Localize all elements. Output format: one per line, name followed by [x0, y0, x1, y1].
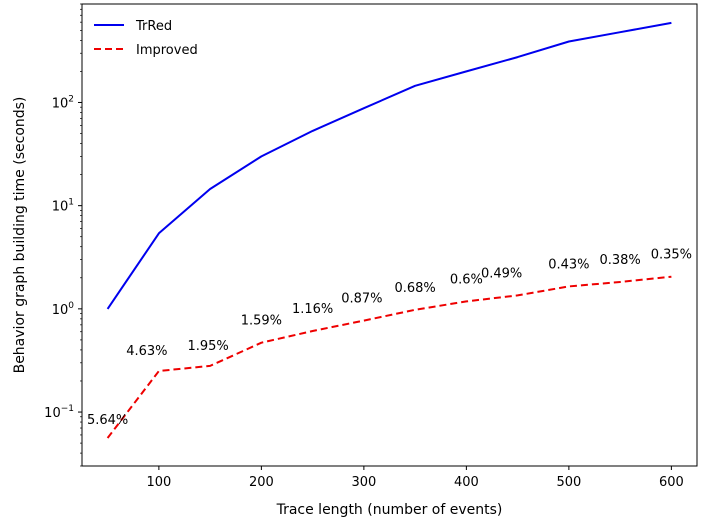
series-line-trred: [106, 21, 672, 310]
x-axis: 100 200 300 400 500 600: [146, 466, 684, 490]
x-tick-label: 200: [249, 475, 274, 490]
data-label: 1.59%: [241, 314, 282, 329]
x-tick-label: 300: [351, 475, 376, 490]
series-line-improved: [106, 275, 672, 439]
data-label: 4.63%: [126, 344, 167, 359]
plot-border: [81, 3, 698, 467]
data-label: 0.35%: [651, 248, 692, 263]
plot-frame: [81, 3, 698, 467]
data-label: 0.68%: [394, 281, 435, 296]
x-tick-label: 400: [454, 475, 479, 490]
data-label: 0.6%: [450, 272, 483, 287]
data-label: 5.64%: [87, 413, 128, 428]
data-label: 0.38%: [599, 253, 640, 268]
data-label: 1.16%: [292, 302, 333, 317]
y-axis: 10−1 100 101 102: [44, 3, 82, 467]
y-tick-label: 102: [52, 94, 74, 111]
data-label: 0.43%: [548, 257, 589, 272]
x-tick-label: 600: [659, 475, 684, 490]
legend: TrRed Improved: [94, 19, 198, 58]
x-tick-label: 100: [146, 475, 171, 490]
y-tick-label: 101: [52, 198, 74, 215]
legend-label: Improved: [136, 43, 198, 58]
data-label: 0.87%: [341, 292, 382, 307]
x-tick-label: 500: [556, 475, 581, 490]
data-label: 0.49%: [481, 266, 522, 281]
data-label: 1.95%: [187, 339, 228, 354]
x-axis-title: Trace length (number of events): [276, 502, 503, 518]
y-tick-label: 10−1: [44, 404, 74, 421]
y-tick-label: 100: [52, 301, 75, 318]
legend-label: TrRed: [135, 19, 172, 34]
data-labels: 5.64%4.63% 1.95%1.59%1.16%0.87%0.68%0.6%0…: [87, 248, 692, 428]
series-layer: [106, 21, 672, 439]
y-axis-title: Behavior graph building time (seconds): [12, 97, 28, 374]
